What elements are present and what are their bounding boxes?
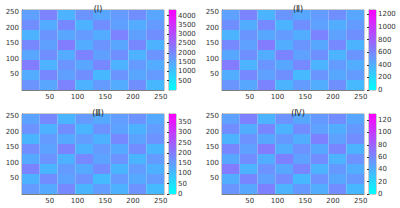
svg-text:50: 50 xyxy=(10,174,19,182)
svg-text:150: 150 xyxy=(299,197,312,205)
svg-text:100: 100 xyxy=(178,169,191,177)
svg-text:1000: 1000 xyxy=(178,67,196,75)
svg-text:50: 50 xyxy=(10,70,19,78)
svg-text:2500: 2500 xyxy=(178,39,196,47)
svg-text:200: 200 xyxy=(178,149,191,157)
svg-text:100: 100 xyxy=(6,55,19,63)
svg-text:3500: 3500 xyxy=(178,21,196,29)
svg-text:100: 100 xyxy=(271,197,284,205)
svg-text:500: 500 xyxy=(178,77,191,85)
svg-text:50: 50 xyxy=(210,174,219,182)
svg-text:200: 200 xyxy=(6,128,19,136)
svg-text:50: 50 xyxy=(45,197,54,205)
svg-text:(Ⅳ): (Ⅳ) xyxy=(291,109,305,118)
svg-text:150: 150 xyxy=(6,143,19,151)
svg-text:150: 150 xyxy=(206,143,219,151)
svg-text:3000: 3000 xyxy=(178,30,196,38)
svg-text:250: 250 xyxy=(154,197,167,205)
svg-text:100: 100 xyxy=(6,159,19,167)
svg-text:250: 250 xyxy=(154,93,167,101)
svg-text:100: 100 xyxy=(206,159,219,167)
svg-text:4000: 4000 xyxy=(178,12,196,20)
svg-text:150: 150 xyxy=(299,93,312,101)
svg-text:250: 250 xyxy=(6,8,19,16)
svg-text:600: 600 xyxy=(378,48,391,56)
svg-text:120: 120 xyxy=(378,116,391,124)
svg-text:200: 200 xyxy=(206,128,219,136)
svg-text:200: 200 xyxy=(6,24,19,32)
svg-text:250: 250 xyxy=(178,139,191,147)
svg-text:0: 0 xyxy=(378,86,382,94)
svg-text:250: 250 xyxy=(354,93,367,101)
svg-text:800: 800 xyxy=(378,36,391,44)
svg-text:0: 0 xyxy=(178,190,182,198)
svg-text:1200: 1200 xyxy=(378,10,396,18)
svg-text:250: 250 xyxy=(206,8,219,16)
svg-text:(Ⅰ): (Ⅰ) xyxy=(94,5,103,14)
svg-text:150: 150 xyxy=(99,93,112,101)
svg-text:350: 350 xyxy=(178,118,191,126)
svg-text:50: 50 xyxy=(245,93,254,101)
svg-text:300: 300 xyxy=(178,128,191,136)
svg-text:250: 250 xyxy=(6,112,19,120)
svg-text:200: 200 xyxy=(326,93,339,101)
svg-text:0: 0 xyxy=(378,190,382,198)
svg-text:150: 150 xyxy=(206,39,219,47)
svg-text:1500: 1500 xyxy=(178,58,196,66)
svg-text:20: 20 xyxy=(378,178,387,186)
svg-text:50: 50 xyxy=(245,197,254,205)
svg-text:400: 400 xyxy=(378,61,391,69)
svg-text:50: 50 xyxy=(45,93,54,101)
svg-text:100: 100 xyxy=(206,55,219,63)
svg-text:200: 200 xyxy=(126,197,139,205)
svg-text:50: 50 xyxy=(178,180,187,188)
svg-text:150: 150 xyxy=(6,39,19,47)
svg-text:80: 80 xyxy=(378,141,387,149)
svg-text:60: 60 xyxy=(378,153,387,161)
svg-text:250: 250 xyxy=(206,112,219,120)
svg-text:1000: 1000 xyxy=(378,23,396,31)
svg-text:250: 250 xyxy=(354,197,367,205)
svg-text:(Ⅲ): (Ⅲ) xyxy=(92,109,104,118)
svg-text:2000: 2000 xyxy=(178,49,196,57)
svg-text:50: 50 xyxy=(210,70,219,78)
svg-text:40: 40 xyxy=(378,165,387,173)
svg-text:150: 150 xyxy=(99,197,112,205)
svg-text:150: 150 xyxy=(178,159,191,167)
svg-text:100: 100 xyxy=(378,128,391,136)
svg-text:100: 100 xyxy=(71,93,84,101)
svg-text:200: 200 xyxy=(378,73,391,81)
svg-text:(Ⅱ): (Ⅱ) xyxy=(293,5,303,14)
svg-text:200: 200 xyxy=(206,24,219,32)
svg-text:100: 100 xyxy=(271,93,284,101)
svg-text:200: 200 xyxy=(126,93,139,101)
svg-text:100: 100 xyxy=(71,197,84,205)
svg-text:200: 200 xyxy=(326,197,339,205)
